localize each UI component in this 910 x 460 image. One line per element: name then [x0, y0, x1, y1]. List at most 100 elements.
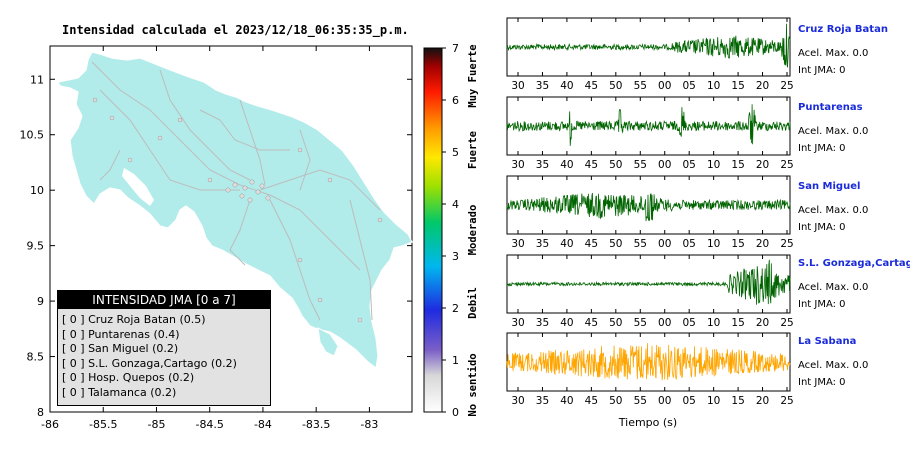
- waveform-tick-label: 10: [707, 317, 720, 329]
- colorbar-tick-label: 5: [452, 146, 459, 159]
- waveform-tick-label: 00: [658, 159, 671, 171]
- waveform-tick-label: 25: [780, 317, 793, 329]
- colorbar-label-moderado: Moderado: [467, 205, 479, 256]
- map-x-tick-label: -84: [254, 418, 272, 431]
- legend-list: [ 0 ] Cruz Roja Batan (0.5) [ 0 ] Puntar…: [62, 313, 270, 401]
- waveform-tick-label: 25: [780, 159, 793, 171]
- legend-item: [ 0 ] Hosp. Quepos (0.2): [62, 371, 195, 385]
- waveform-tick-label: 50: [609, 80, 622, 92]
- waveform-tick-label: 30: [511, 159, 524, 171]
- nicoya-gulf: [122, 168, 154, 206]
- waveform-tick-label: 15: [731, 395, 744, 407]
- waveform-tick-label: 40: [560, 80, 573, 92]
- waveform-tick-label: 15: [731, 317, 744, 329]
- station-name: Puntarenas: [798, 102, 863, 113]
- legend-item: [ 0 ] Cruz Roja Batan (0.5): [62, 313, 206, 326]
- waveform-tick-label: 50: [609, 159, 622, 171]
- waveform-tick-label: 55: [634, 238, 647, 250]
- waveform-tick-label: 30: [511, 395, 524, 407]
- waveform-tick-label: 50: [609, 317, 622, 329]
- legend-item: [ 0 ] San Miguel (0.2): [62, 342, 179, 356]
- station-name: San Miguel: [798, 181, 861, 192]
- waveform-tick-label: 15: [731, 80, 744, 92]
- waveform-panel: 30 35 40 45 50 55 00 05 10 15 20 25: [506, 175, 794, 250]
- waveform-tick-label: 00: [658, 238, 671, 250]
- waveform-tick-label: 50: [609, 395, 622, 407]
- waveform-panels: 30 35 40 45 50 55 00 05 10 15 20 25 30 35 40 45 50 55 00 05…: [506, 17, 794, 407]
- waveform-tick-label: 45: [585, 80, 598, 92]
- waveform-tick-label: 30: [511, 238, 524, 250]
- waveform-trace: [506, 23, 791, 68]
- waveform-tick-label: 30: [511, 317, 524, 329]
- map-axes: -86 -85.5 -85 -84.5 -84 -83.5 -83 8 8.5 9 9.5 10 10.…: [20, 46, 412, 431]
- waveform-tick-label: 50: [609, 238, 622, 250]
- waveform-tick-label: 05: [682, 317, 695, 329]
- map-x-tick-label: -84.5: [195, 418, 223, 431]
- waveform-tick-label: 10: [707, 80, 720, 92]
- legend-item: [ 0 ] Talamanca (0.2): [62, 385, 177, 399]
- colorbar-tick-label: 0: [452, 406, 459, 419]
- waveform-tick-label: 35: [536, 317, 549, 329]
- waveform-tick-label: 30: [511, 80, 524, 92]
- intensity-legend: INTENSIDAD JMA [0 a 7] [ 0 ] Cruz Roja B…: [57, 290, 271, 406]
- station-name: S.L. Gonzaga,Cartago: [798, 258, 910, 269]
- map-x-tick-label: -83: [360, 418, 378, 431]
- costa-rica-land: [57, 51, 413, 370]
- map-y-tick-label: 9.5: [27, 240, 45, 253]
- waveform-tick-label: 20: [756, 238, 769, 250]
- waveform-tick-label: 20: [756, 317, 769, 329]
- waveform-tick-label: 40: [560, 395, 573, 407]
- station-acc: Acel. Max. 0.0: [798, 282, 869, 293]
- waveform-tick-label: 05: [682, 238, 695, 250]
- waveform-tick-label: 40: [560, 159, 573, 171]
- waveform-tick-label: 55: [634, 159, 647, 171]
- colorbar-label-fuerte: Fuerte: [467, 131, 479, 169]
- waveform-tick-label: 10: [707, 159, 720, 171]
- waveform-tick-label: 10: [707, 238, 720, 250]
- map-y-tick-label: 11: [30, 73, 44, 86]
- waveform-trace: [506, 343, 791, 381]
- waveform-panel: 30 35 40 45 50 55 00 05 10 15 20 25: [506, 17, 794, 92]
- waveform-xlabel: Tiempo (s): [618, 416, 677, 429]
- waveform-tick-label: 55: [634, 395, 647, 407]
- map-x-tick-label: -85: [147, 418, 165, 431]
- map-y-tick-label: 10.5: [20, 129, 45, 142]
- station-int: Int JMA: 0: [798, 222, 846, 233]
- colorbar-gradient: [423, 47, 443, 413]
- waveform-tick-label: 55: [634, 317, 647, 329]
- colorbar-label-no-sentido: No sentido: [467, 353, 479, 416]
- legend-item: [ 0 ] S.L. Gonzaga,Cartago (0.2): [62, 356, 237, 370]
- waveform-tick-label: 45: [585, 238, 598, 250]
- station-acc: Acel. Max. 0.0: [798, 205, 869, 216]
- station-int: Int JMA: 0: [798, 143, 846, 154]
- waveform-tick-label: 45: [585, 317, 598, 329]
- waveform-tick-label: 00: [658, 317, 671, 329]
- waveform-tick-label: 20: [756, 159, 769, 171]
- station-acc: Acel. Max. 0.0: [798, 126, 869, 137]
- map-x-tick-label: -86: [41, 418, 59, 431]
- waveform-tick-label: 10: [707, 395, 720, 407]
- map-y-tick-label: 9: [37, 295, 44, 308]
- station-name: La Sabana: [798, 336, 857, 347]
- legend-header: INTENSIDAD JMA [0 a 7]: [58, 291, 270, 309]
- waveform-tick-label: 35: [536, 159, 549, 171]
- road-network: [91, 61, 381, 321]
- waveform-tick-label: 05: [682, 159, 695, 171]
- colorbar-tick-label: 6: [452, 94, 459, 107]
- colorbar-tick-label: 3: [452, 250, 459, 263]
- waveform-tick-label: 00: [658, 395, 671, 407]
- station-int: Int JMA: 0: [798, 65, 846, 76]
- station-name: Cruz Roja Batan: [798, 24, 888, 35]
- waveform-trace: [506, 259, 791, 305]
- waveform-tick-label: 20: [756, 80, 769, 92]
- waveform-panel: 30 35 40 45 50 55 00 05 10 15 20 25: [506, 254, 794, 329]
- station-int: Int JMA: 0: [798, 299, 846, 310]
- waveform-tick-label: 45: [585, 159, 598, 171]
- station-acc: Acel. Max. 0.0: [798, 360, 869, 371]
- map-x-tick-label: -85.5: [89, 418, 117, 431]
- colorbar-label-muy-fuerte: Muy Fuerte: [467, 44, 479, 107]
- map-title: Intensidad calculada el 2023/12/18_06:35…: [62, 23, 409, 37]
- waveform-tick-label: 45: [585, 395, 598, 407]
- waveform-tick-label: 40: [560, 317, 573, 329]
